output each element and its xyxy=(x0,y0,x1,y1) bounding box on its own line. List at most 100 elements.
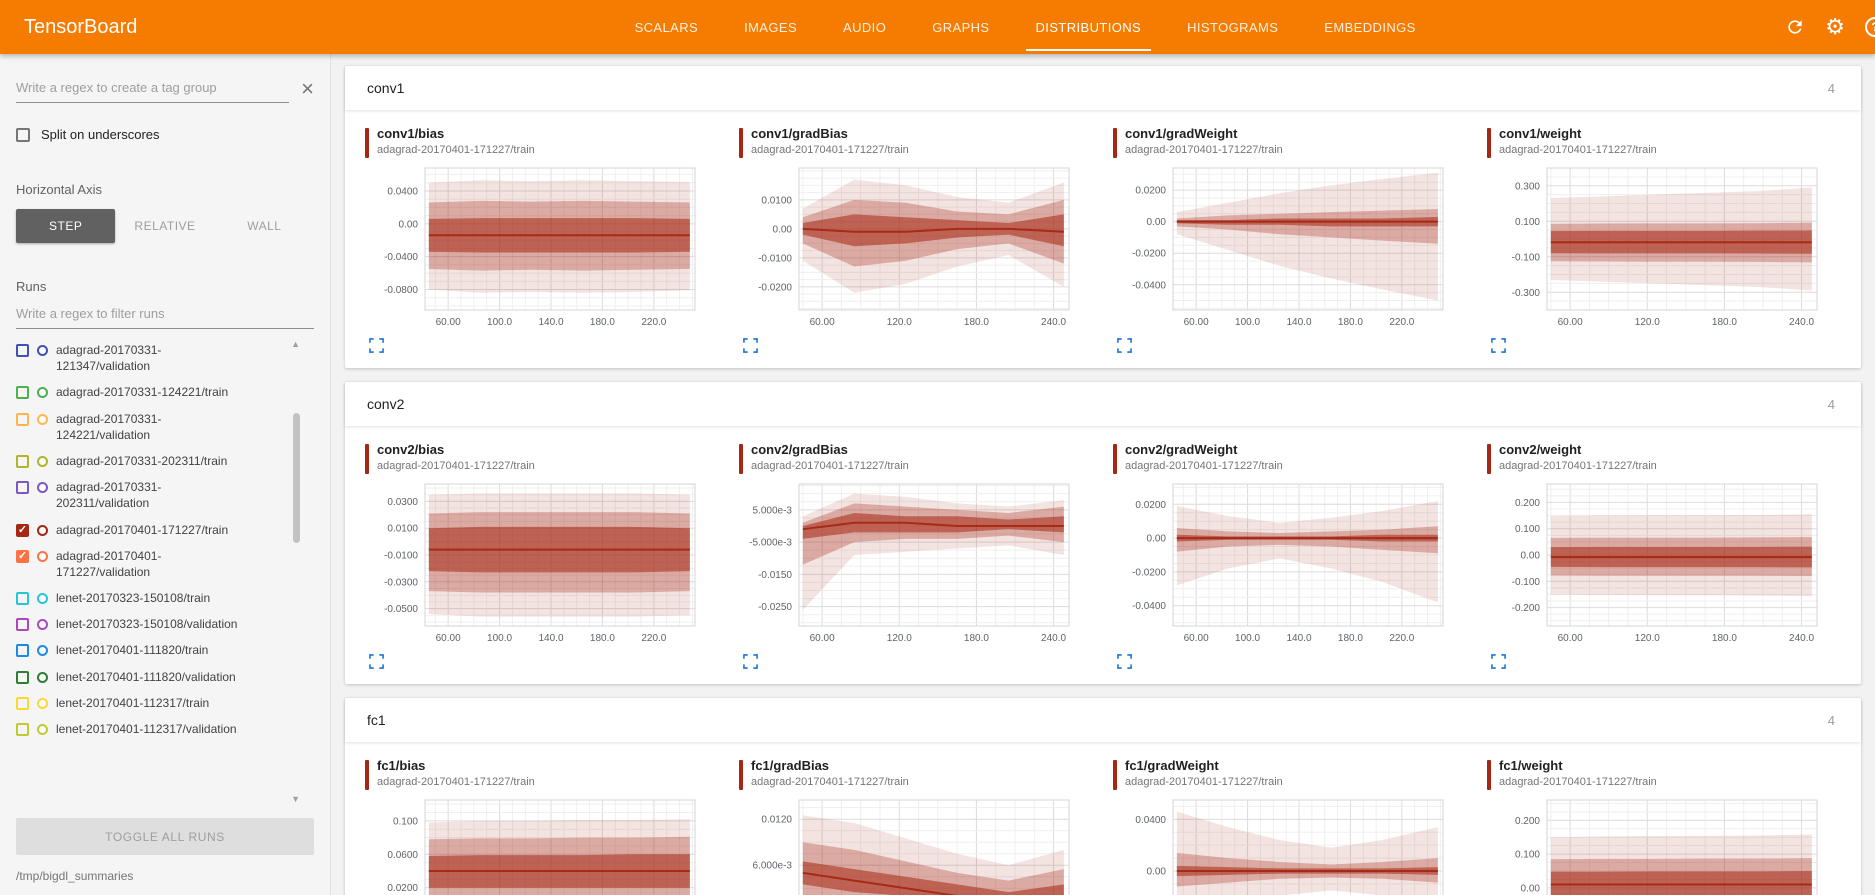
expand-chart-button[interactable] xyxy=(1115,652,1134,671)
section-header[interactable]: conv2 4 xyxy=(345,382,1861,426)
run-color-marker xyxy=(1487,128,1491,158)
axis-button-wall[interactable]: WALL xyxy=(215,209,314,243)
expand-chart-button[interactable] xyxy=(741,336,760,355)
nav-tab-graphs[interactable]: GRAPHS xyxy=(932,19,990,35)
run-row[interactable]: adagrad-20170331-202311/validation xyxy=(16,474,284,516)
nav-tab-histograms[interactable]: HISTOGRAMS xyxy=(1187,19,1279,35)
axis-button-group: STEP RELATIVE WALL xyxy=(16,209,314,243)
expand-chart-button[interactable] xyxy=(367,652,386,671)
split-on-underscores-option[interactable]: Split on underscores xyxy=(16,127,314,142)
run-row[interactable]: ✓ adagrad-20170401-171227/train xyxy=(16,517,284,543)
expand-chart-button[interactable] xyxy=(1489,652,1508,671)
runs-list-container: adagrad-20170331-121347/validation adagra… xyxy=(16,337,330,808)
chart-title: conv2/gradWeight xyxy=(1125,442,1238,457)
chart-card: conv1/gradBias adagrad-20170401-171227/tr… xyxy=(737,126,1097,358)
svg-text:-0.0150: -0.0150 xyxy=(758,570,792,581)
svg-text:100.0: 100.0 xyxy=(487,633,512,644)
run-color-marker xyxy=(1113,128,1117,158)
help-icon[interactable]: ? xyxy=(1865,17,1875,37)
close-icon[interactable]: × xyxy=(301,75,314,101)
expand-chart-button[interactable] xyxy=(1115,336,1134,355)
run-checkbox[interactable] xyxy=(16,696,29,710)
distribution-plot: 0.0200 0.00 -0.0200 -0.0400 60.00 100.0 140.0 1… xyxy=(1132,167,1444,328)
toggle-all-runs-button[interactable]: TOGGLE ALL RUNS xyxy=(16,818,314,855)
run-label: lenet-20170401-111820/train xyxy=(56,643,209,658)
section-header[interactable]: conv1 4 xyxy=(345,66,1861,110)
svg-text:220.0: 220.0 xyxy=(1389,317,1414,328)
run-row[interactable]: adagrad-20170331-202311/train xyxy=(16,448,284,474)
chart-title-col: conv2/gradWeight adagrad-20170401-171227/… xyxy=(1125,442,1283,472)
section-count: 4 xyxy=(1827,80,1835,96)
run-checkbox[interactable] xyxy=(16,344,29,357)
run-checkbox[interactable] xyxy=(16,644,29,658)
run-row[interactable]: adagrad-20170331-124221/train xyxy=(16,379,284,405)
nav-tab-scalars[interactable]: SCALARS xyxy=(634,19,699,35)
nav-tab-audio[interactable]: AUDIO xyxy=(843,19,887,35)
run-row[interactable]: lenet-20170401-111820/train xyxy=(16,637,284,663)
run-row[interactable]: lenet-20170323-150108/train xyxy=(16,585,284,611)
svg-text:-0.100: -0.100 xyxy=(1512,577,1541,588)
run-label: adagrad-20170331-121347/validation xyxy=(56,343,162,374)
distribution-plot: 0.0300 0.0100 -0.0100 -0.0300 -0.0500 60.00 10… xyxy=(384,483,696,644)
expand-chart-button[interactable] xyxy=(367,336,386,355)
svg-text:0.100: 0.100 xyxy=(1515,524,1540,535)
nav-tab-distributions[interactable]: DISTRIBUTIONS xyxy=(1025,0,1151,54)
scroll-down-icon[interactable]: ▼ xyxy=(291,794,300,804)
run-row[interactable]: lenet-20170323-150108/validation xyxy=(16,611,284,637)
svg-text:180.0: 180.0 xyxy=(1712,633,1737,644)
section-header[interactable]: fc1 4 xyxy=(345,698,1861,742)
chart-title-col: conv2/gradBias adagrad-20170401-171227/tr… xyxy=(751,442,909,472)
fullscreen-icon xyxy=(743,338,758,353)
distribution-plot: 0.0200 0.00 -0.0200 -0.0400 60.00 100.0 140.0 1… xyxy=(1132,483,1444,644)
run-row[interactable]: lenet-20170401-112317/train xyxy=(16,690,284,716)
nav-tab-images[interactable]: IMAGES xyxy=(744,19,798,35)
svg-text:180.0: 180.0 xyxy=(964,633,989,644)
run-color-circle-icon xyxy=(37,619,48,631)
chart-title: conv2/weight xyxy=(1499,442,1582,457)
run-row[interactable]: adagrad-20170331-124221/validation xyxy=(16,406,284,448)
chart-title-row: conv2/gradWeight adagrad-20170401-171227/… xyxy=(1113,442,1471,474)
run-checkbox[interactable] xyxy=(16,386,29,400)
tag-group-regex-input[interactable] xyxy=(16,74,290,103)
chart-card: fc1/weight adagrad-20170401-171227/train 0… xyxy=(1485,758,1845,895)
run-checkbox[interactable] xyxy=(16,412,29,426)
run-color-circle-icon xyxy=(37,482,48,494)
run-checkbox[interactable] xyxy=(16,481,29,495)
svg-text:6.000e-3: 6.000e-3 xyxy=(753,861,793,872)
nav-tab-embeddings[interactable]: EMBEDDINGS xyxy=(1324,19,1416,35)
run-checkbox[interactable]: ✓ xyxy=(16,523,29,537)
svg-text:60.00: 60.00 xyxy=(810,317,835,328)
run-label: lenet-20170401-112317/train xyxy=(56,695,210,710)
run-checkbox[interactable] xyxy=(16,723,29,736)
axis-button-relative[interactable]: RELATIVE xyxy=(115,209,214,243)
settings-gear-icon[interactable]: ⚙ xyxy=(1825,14,1845,39)
run-checkbox[interactable] xyxy=(16,670,29,684)
refresh-icon[interactable] xyxy=(1785,17,1805,37)
distribution-plot: 0.0400 0.00 -0.0400 -0.0800 60.00 100.0 140.0 1… xyxy=(384,167,696,328)
chart-title-row: fc1/gradWeight adagrad-20170401-171227/tr… xyxy=(1113,758,1471,790)
svg-text:60.00: 60.00 xyxy=(1184,317,1209,328)
run-checkbox[interactable] xyxy=(16,618,29,632)
distribution-plot: 0.04000.00-0.040060.00100.0140.0180.0220… xyxy=(1135,799,1444,895)
run-row[interactable]: lenet-20170401-111820/validation xyxy=(16,664,284,690)
run-checkbox[interactable] xyxy=(16,454,29,468)
axis-button-step[interactable]: STEP xyxy=(16,209,116,243)
run-row[interactable]: ✓ adagrad-20170401-171227/validation xyxy=(16,543,284,585)
svg-text:140.0: 140.0 xyxy=(1286,317,1311,328)
svg-text:0.0200: 0.0200 xyxy=(1135,500,1166,511)
scroll-up-icon[interactable]: ▲ xyxy=(291,339,300,349)
runs-filter-input[interactable] xyxy=(16,300,314,329)
run-row[interactable]: adagrad-20170331-121347/validation xyxy=(16,337,284,379)
scrollbar-thumb[interactable] xyxy=(293,413,300,543)
svg-text:240.0: 240.0 xyxy=(1789,633,1814,644)
svg-text:100.0: 100.0 xyxy=(1235,317,1260,328)
log-directory-path: /tmp/bigdl_summaries xyxy=(16,869,134,883)
chart-run-subtitle: adagrad-20170401-171227/train xyxy=(1499,775,1657,788)
expand-chart-button[interactable] xyxy=(1489,336,1508,355)
svg-text:240.0: 240.0 xyxy=(1041,317,1066,328)
run-checkbox[interactable]: ✓ xyxy=(16,549,29,563)
checkbox-icon[interactable] xyxy=(16,127,30,142)
expand-chart-button[interactable] xyxy=(741,652,760,671)
run-row[interactable]: lenet-20170401-112317/validation xyxy=(16,716,284,742)
run-checkbox[interactable] xyxy=(16,592,29,606)
